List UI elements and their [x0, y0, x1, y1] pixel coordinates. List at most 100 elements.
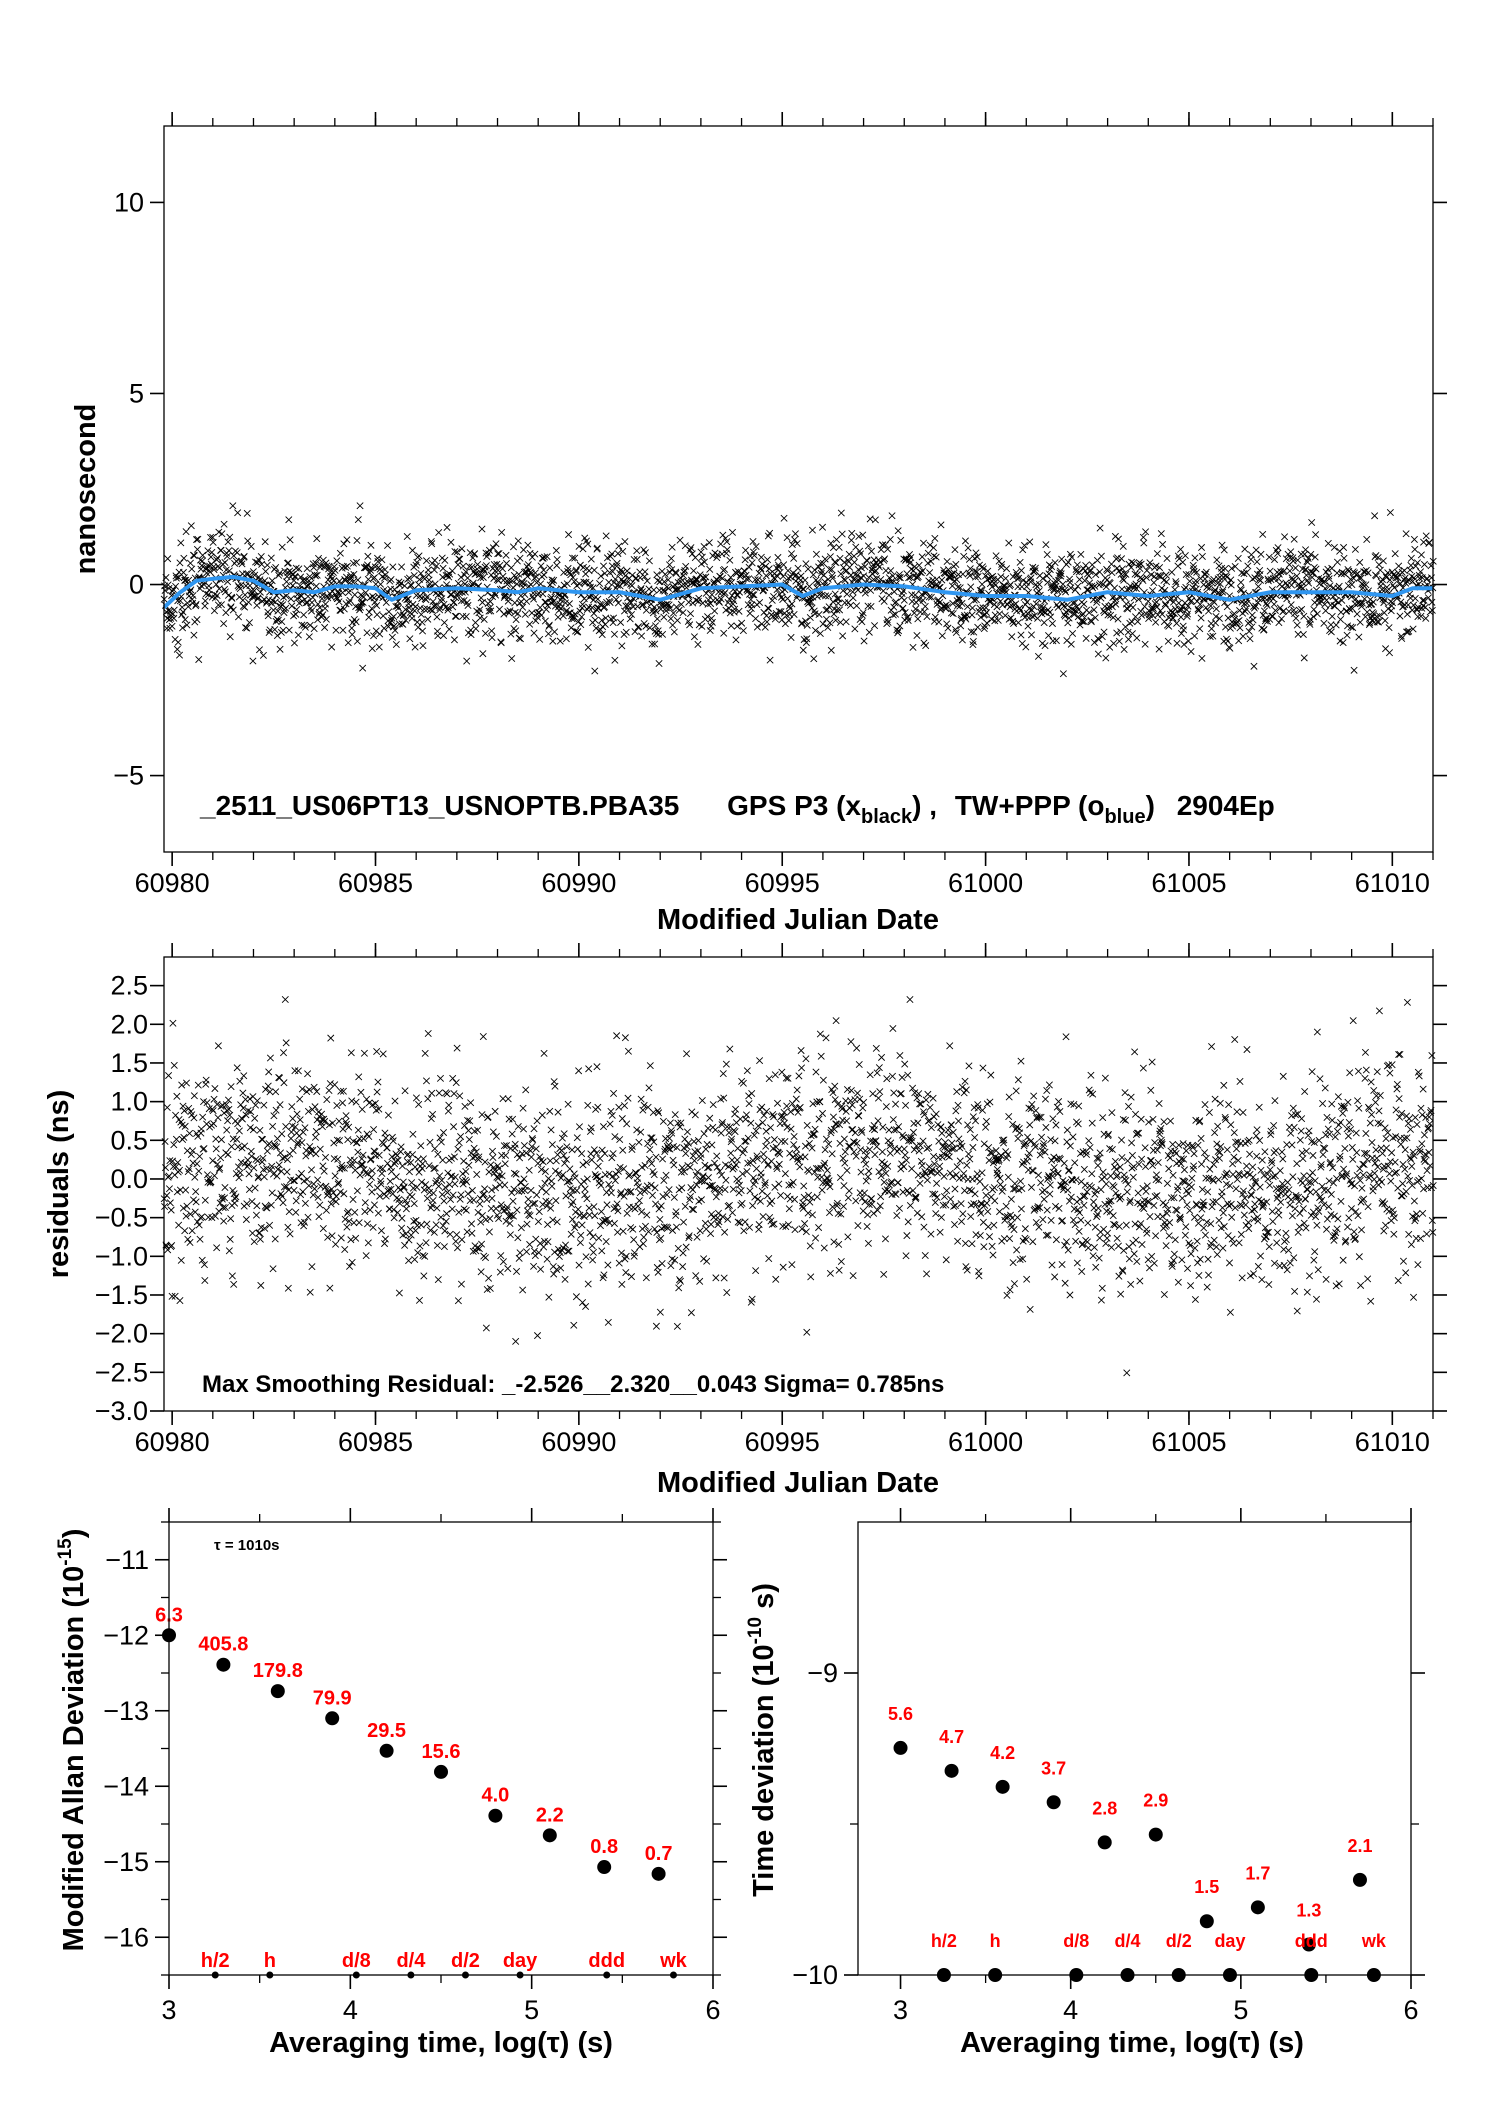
residual-point [965, 1150, 973, 1158]
residual-point [429, 1196, 437, 1204]
gps-p3-point [994, 616, 1002, 624]
residual-point [575, 1261, 583, 1269]
residual-point [857, 1168, 865, 1176]
residual-point [440, 1129, 448, 1137]
residual-point [412, 1094, 420, 1102]
gps-p3-point [944, 624, 952, 632]
gps-p3-point [354, 516, 362, 524]
gps-p3-point [959, 570, 967, 578]
residual-point [571, 1174, 579, 1182]
residual-point [791, 1195, 799, 1203]
gps-p3-point [1236, 624, 1244, 632]
residual-point [606, 1120, 614, 1128]
gps-p3-point [436, 606, 444, 614]
residual-point [463, 1228, 471, 1236]
residual-point [368, 1167, 376, 1175]
gps-p3-point [892, 610, 900, 618]
gps-p3-point [1095, 635, 1103, 643]
gps-p3-point [1254, 582, 1262, 591]
residual-point [308, 1263, 316, 1271]
residual-point [279, 1154, 287, 1162]
residual-point [377, 1227, 385, 1235]
gps-p3-point [597, 572, 605, 580]
station-id: _2511_US06PT13_USNOPTB.PBA35 [199, 790, 679, 821]
gps-p3-point [480, 615, 488, 623]
residual-point [398, 1224, 406, 1232]
gps-p3-point [371, 598, 379, 606]
residual-point [220, 1109, 228, 1117]
residual-point [225, 1247, 233, 1255]
gps-p3-point [549, 637, 557, 645]
gps-p3-point [1085, 572, 1093, 580]
residual-point [201, 1196, 209, 1204]
residual-point [574, 1145, 582, 1153]
gps-p3-point [721, 589, 729, 597]
residual-point [634, 1174, 642, 1182]
residual-point [172, 1111, 180, 1119]
residual-point [589, 1233, 597, 1241]
gps-p3-point [1274, 575, 1282, 583]
residual-point [165, 1185, 173, 1193]
residual-point [223, 1126, 231, 1134]
residual-point [575, 1067, 583, 1075]
gps-p3-point [471, 550, 479, 558]
gps-p3-point [1237, 586, 1245, 594]
residual-point [927, 1230, 935, 1238]
residual-point [169, 1019, 177, 1027]
gps-p3-point [486, 598, 494, 606]
residual-point [220, 1217, 228, 1225]
gps-p3-point [1140, 539, 1148, 547]
residual-point [168, 1292, 176, 1300]
gps-p3-point [207, 533, 215, 541]
gps-p3-point [790, 610, 798, 619]
gps-p3-point [860, 572, 868, 580]
gps-p3-point [1138, 575, 1146, 583]
residual-point [481, 1185, 489, 1193]
residual-point [190, 1092, 198, 1100]
residual-point [364, 1239, 372, 1247]
residual-point [320, 1167, 328, 1175]
residual-point [965, 1062, 973, 1070]
residual-point [873, 1143, 881, 1151]
gps-p3-point [1286, 567, 1294, 575]
gps-p3-point [659, 630, 667, 638]
gps-p3-point [785, 616, 793, 624]
residual-point [224, 1117, 232, 1125]
x-tick-label: 60995 [745, 868, 820, 898]
gps-p3-point [441, 556, 449, 564]
residual-point [943, 1152, 951, 1160]
gps-p3-point [186, 588, 194, 596]
residual-point [243, 1200, 251, 1208]
residual-point [765, 1075, 773, 1083]
residual-point [397, 1143, 405, 1151]
gps-p3-point [1187, 648, 1195, 656]
gps-p3-point [792, 571, 800, 579]
gps-p3-point [406, 635, 414, 643]
gps-p3-point [1253, 558, 1261, 566]
gps-p3-point [650, 603, 658, 611]
residual-point [513, 1206, 521, 1214]
gps-p3-point [328, 643, 336, 651]
gps-p3-point [255, 646, 264, 654]
gps-p3-point [1002, 574, 1010, 582]
residual-point [729, 1185, 737, 1193]
time-series-marks [160, 502, 1437, 678]
gps-p3-point [667, 615, 675, 623]
gps-p3-point [1128, 558, 1136, 566]
residual-point [588, 1242, 596, 1250]
gps-p3-point [853, 571, 862, 579]
residual-point [566, 1165, 574, 1173]
gps-p3-point [1152, 618, 1160, 626]
residual-point [511, 1140, 519, 1148]
residual-point [755, 1221, 763, 1229]
residual-point [278, 1130, 286, 1138]
gps-p3-point [349, 578, 357, 586]
residual-point [798, 1202, 806, 1210]
residual-point [233, 1064, 241, 1072]
gps-p3-point [544, 630, 552, 638]
residual-point [374, 1209, 382, 1217]
gps-p3-point [478, 598, 486, 606]
gps-p3-point [829, 574, 837, 582]
y-tick-label: −5 [113, 761, 144, 791]
gps-p3-point [899, 587, 907, 595]
